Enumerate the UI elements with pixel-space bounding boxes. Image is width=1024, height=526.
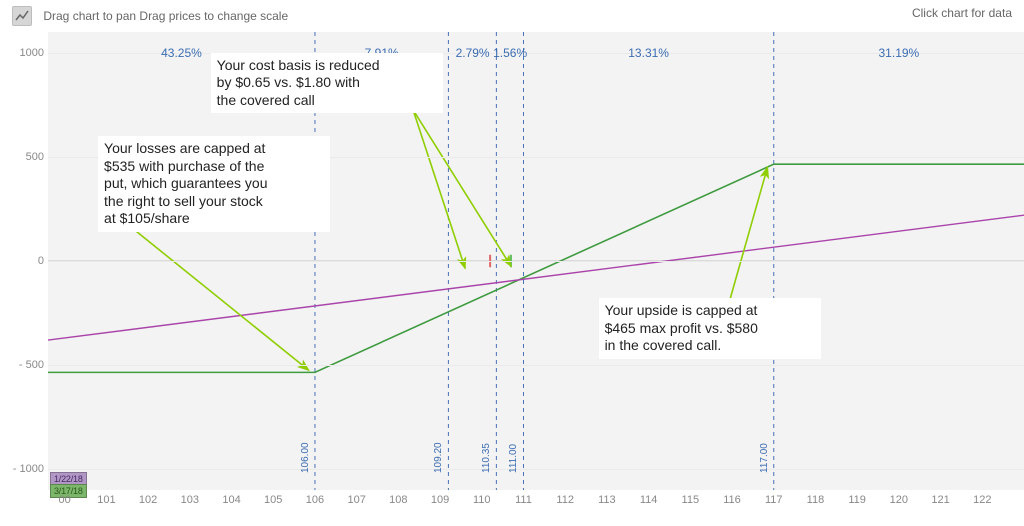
x-tick-label: 102 bbox=[139, 494, 157, 526]
x-tick-label: 115 bbox=[682, 494, 700, 526]
x-tick-label: 121 bbox=[931, 494, 949, 526]
x-tick-label: 00 bbox=[59, 494, 71, 526]
profit-loss-chart[interactable]: - 1000- 50005001000106.00109.20110.35111… bbox=[48, 32, 1024, 490]
top-bar: Drag chart to pan Drag prices to change … bbox=[12, 6, 1012, 26]
x-tick-label: 103 bbox=[181, 494, 199, 526]
x-tick-label: 101 bbox=[97, 494, 115, 526]
gridline bbox=[48, 365, 1024, 366]
x-tick-label: 113 bbox=[598, 494, 616, 526]
vline-label: 110.35 bbox=[481, 443, 492, 473]
probability-label: 13.31% bbox=[628, 46, 669, 60]
probability-label: 31.19% bbox=[879, 46, 920, 60]
x-tick-label: 122 bbox=[973, 494, 991, 526]
vline-label: 117.00 bbox=[759, 443, 770, 473]
x-tick-label: 106 bbox=[306, 494, 324, 526]
x-tick-label: 109 bbox=[431, 494, 449, 526]
probability-label: 2.79% bbox=[456, 46, 490, 60]
x-tick-label: 104 bbox=[222, 494, 240, 526]
probability-label: 43.25% bbox=[161, 46, 202, 60]
x-tick-label: 120 bbox=[890, 494, 908, 526]
vline-label: 111.00 bbox=[508, 444, 519, 473]
x-tick-label: 114 bbox=[640, 494, 658, 526]
x-tick-label: 117 bbox=[765, 494, 783, 526]
x-axis: 00 101 102 103 104 105 106 107 108 109 110 111 112 11… bbox=[48, 490, 1024, 526]
vline-label: 106.00 bbox=[300, 442, 311, 473]
y-tick-label: - 500 bbox=[4, 359, 44, 371]
y-tick-label: 0 bbox=[4, 255, 44, 267]
x-tick-label: 107 bbox=[347, 494, 365, 526]
x-tick-label: 118 bbox=[807, 494, 825, 526]
annotation-upside_capped: Your upside is capped at $465 max profit… bbox=[599, 298, 821, 359]
annotation-cost_basis: Your cost basis is reduced by $0.65 vs. … bbox=[211, 53, 443, 114]
x-tick-label: 112 bbox=[556, 494, 574, 526]
x-tick-label: 110 bbox=[473, 494, 491, 526]
vline-label: 109.20 bbox=[433, 442, 444, 473]
x-tick-label: 105 bbox=[264, 494, 282, 526]
gridline bbox=[48, 261, 1024, 262]
gridline bbox=[48, 469, 1024, 470]
hint-left: Drag chart to pan Drag prices to change … bbox=[43, 9, 288, 23]
chart-tool-icon[interactable] bbox=[12, 6, 32, 26]
y-tick-label: - 1000 bbox=[4, 463, 44, 475]
x-tick-label: 116 bbox=[723, 494, 741, 526]
x-tick-label: 108 bbox=[389, 494, 407, 526]
y-tick-label: 500 bbox=[4, 151, 44, 163]
x-tick-label: 119 bbox=[848, 494, 866, 526]
probability-label: 1.56% bbox=[493, 46, 527, 60]
x-tick-label: 111 bbox=[515, 494, 532, 526]
annotation-losses_capped: Your losses are capped at $535 with purc… bbox=[98, 136, 330, 232]
y-tick-label: 1000 bbox=[4, 47, 44, 59]
hint-right: Click chart for data bbox=[912, 6, 1012, 20]
